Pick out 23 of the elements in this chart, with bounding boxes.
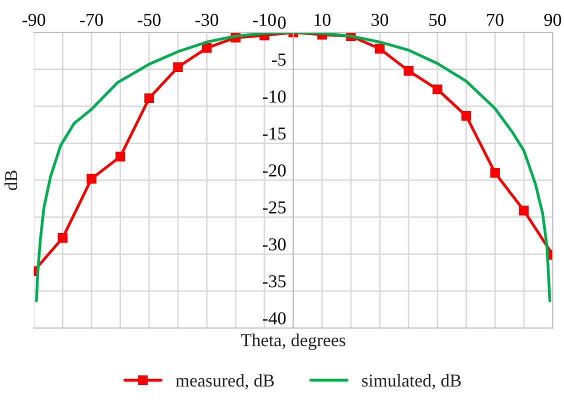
y-tick-label: -40 (262, 312, 286, 324)
legend-label: simulated, dB (362, 374, 461, 390)
x-axis-title: Theta, degrees (240, 334, 346, 350)
y-tick-label: -15 (262, 128, 286, 140)
x-tick-label: -10 (253, 14, 276, 26)
x-tick-label: 70 (487, 14, 504, 26)
x-tick-label: 90 (544, 14, 562, 26)
y-tick-label: -20 (262, 164, 286, 177)
x-tick-label: -90 (22, 14, 46, 26)
x-tick-label: -30 (195, 14, 218, 26)
y-tick-label: -35 (262, 275, 286, 288)
y-tick-label: 0 (278, 16, 286, 29)
legend-label: measured, dB (176, 374, 274, 390)
x-tick-label: 10 (314, 14, 330, 26)
y-axis-title: dB (4, 170, 18, 190)
x-tick-label: 30 (372, 14, 388, 26)
x-tick-label: -70 (80, 14, 103, 26)
y-tick-label: -25 (262, 201, 286, 214)
y-tick-label: -5 (272, 54, 286, 66)
x-tick-label: -50 (138, 14, 160, 26)
y-tick-label: -30 (262, 238, 286, 250)
x-tick-label: 50 (429, 14, 446, 26)
y-tick-label: -10 (262, 90, 286, 103)
